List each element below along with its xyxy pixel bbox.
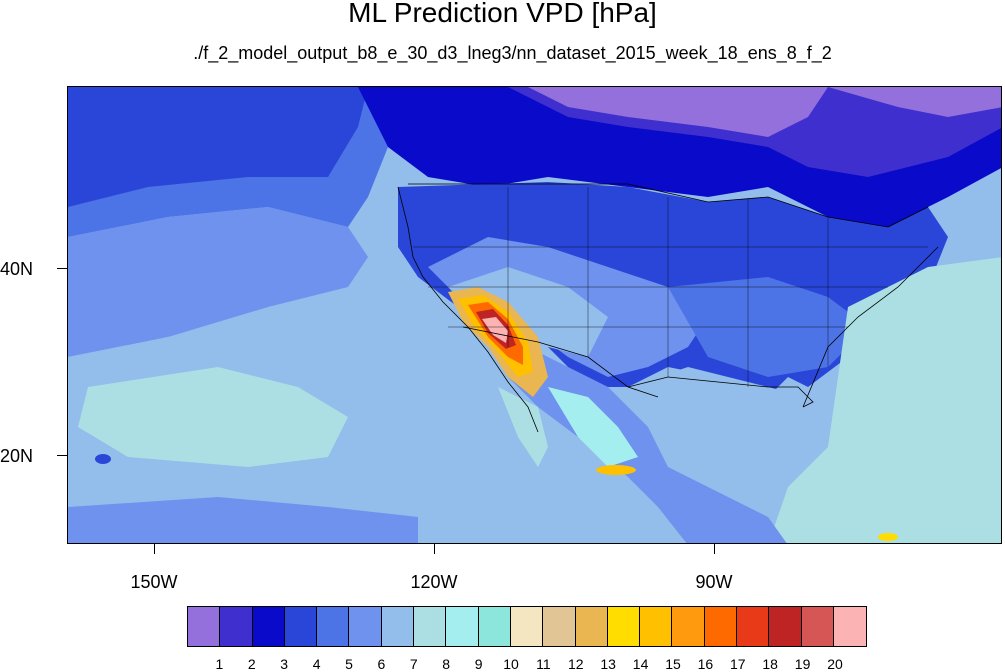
colorbar-swatch bbox=[640, 607, 673, 646]
colorbar-swatch bbox=[446, 607, 479, 646]
atlantic bbox=[768, 257, 1001, 543]
colorbar-label: 6 bbox=[377, 656, 386, 672]
colorbar-swatch bbox=[220, 607, 253, 646]
map-subtitle: ./f_2_model_output_b8_e_30_d3_lneg3/nn_d… bbox=[193, 43, 832, 63]
tick-120w bbox=[434, 544, 435, 554]
colorbar-label: 9 bbox=[474, 656, 483, 672]
hotspot-mexico bbox=[596, 465, 636, 475]
colorbar-swatch bbox=[737, 607, 770, 646]
colorbar-label: 3 bbox=[280, 656, 289, 672]
colorbar-label: 10 bbox=[503, 656, 519, 672]
pacific-coastline bbox=[397, 186, 539, 433]
colorbar-label: 12 bbox=[568, 656, 584, 672]
canada-band-1b bbox=[828, 87, 1001, 117]
colorbar-swatch bbox=[284, 607, 318, 646]
pacific-band-3 bbox=[68, 87, 368, 207]
colorbar-label: 11 bbox=[536, 656, 551, 672]
hawaii-island bbox=[95, 454, 111, 464]
desert-band-20 bbox=[482, 317, 508, 343]
colorbar-label: 4 bbox=[312, 656, 321, 672]
lat-label-20n: 20N bbox=[0, 446, 34, 466]
colorbar bbox=[187, 606, 868, 647]
colorbar-swatch bbox=[801, 607, 834, 646]
colorbar-label: 2 bbox=[247, 656, 256, 672]
baja-band bbox=[498, 387, 548, 467]
colorbar-swatch bbox=[349, 607, 382, 646]
tick-90w bbox=[714, 544, 715, 554]
colorbar-swatch bbox=[607, 607, 641, 646]
lon-label-150w: 150W bbox=[130, 572, 178, 592]
subtropic-band bbox=[78, 367, 348, 467]
colorbar-swatch bbox=[543, 607, 576, 646]
tick-150w bbox=[154, 544, 155, 554]
colorbar-swatch bbox=[414, 607, 447, 646]
colorbar-label: 5 bbox=[345, 656, 353, 672]
colorbar-label: 1 bbox=[215, 656, 224, 672]
colorbar-label: 8 bbox=[442, 656, 451, 672]
colorbar-label: 20 bbox=[827, 656, 843, 672]
mexico-land bbox=[508, 337, 787, 543]
colorbar-label: 14 bbox=[632, 656, 649, 672]
colorbar-swatch bbox=[510, 607, 544, 646]
colorbar-swatch bbox=[317, 607, 350, 646]
colorbar-swatch bbox=[672, 607, 705, 646]
lat-label-40n: 40N bbox=[0, 259, 34, 279]
colorbar-label: 17 bbox=[730, 656, 746, 672]
hotspot-southeast bbox=[878, 533, 898, 541]
map-title: ML Prediction VPD [hPa] bbox=[348, 0, 657, 28]
state-lines-h bbox=[413, 246, 928, 328]
borders bbox=[397, 183, 939, 433]
southwest-band-6 bbox=[448, 267, 608, 357]
equatorial-band bbox=[68, 497, 418, 543]
gulf-of-mexico bbox=[628, 367, 828, 467]
pacific-band-5 bbox=[68, 207, 368, 357]
lon-label-120w: 120W bbox=[410, 572, 458, 592]
colorbar-label: 15 bbox=[665, 656, 681, 672]
colorbar-label: 16 bbox=[697, 656, 714, 672]
vpd-map bbox=[67, 86, 1002, 544]
tick-40n bbox=[57, 268, 67, 269]
colorbar-label: 19 bbox=[794, 656, 811, 672]
atlantic-coastline bbox=[802, 246, 939, 408]
canada-band-1 bbox=[528, 87, 828, 137]
colorbar-swatch bbox=[252, 607, 285, 646]
map-svg bbox=[68, 87, 1001, 543]
colorbar-swatch bbox=[833, 607, 867, 646]
mexico-band-8 bbox=[548, 387, 638, 467]
colorbar-label: 13 bbox=[600, 656, 616, 672]
colorbar-label: 7 bbox=[409, 656, 418, 672]
colorbar-swatch bbox=[769, 607, 802, 646]
colorbar-swatch bbox=[381, 607, 415, 646]
tick-20n bbox=[57, 455, 67, 456]
colorbar-swatch bbox=[704, 607, 738, 646]
lon-label-90w: 90W bbox=[695, 572, 733, 592]
colorbar-swatch bbox=[478, 607, 511, 646]
colorbar-swatch bbox=[188, 607, 221, 646]
colorbar-label: 18 bbox=[762, 656, 778, 672]
colorbar-swatch bbox=[575, 607, 608, 646]
us-canada-border bbox=[408, 183, 929, 228]
